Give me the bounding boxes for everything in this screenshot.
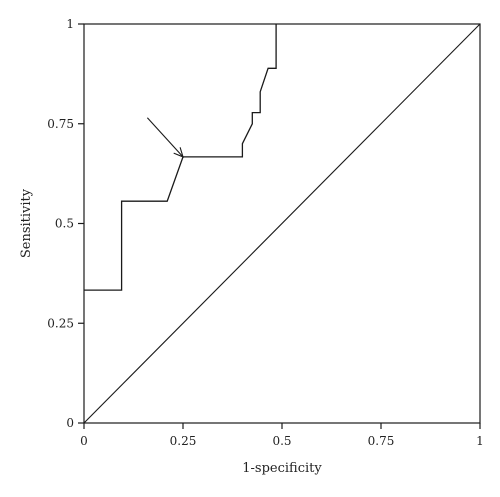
x-tick-label: 0.25 <box>170 434 197 448</box>
x-tick-label: 1 <box>476 434 484 448</box>
y-axis-title: Sensitivity <box>19 188 34 258</box>
reference-diagonal-line <box>83 23 481 424</box>
plot-layer: 0 0.25 0.5 0.75 1 0 0.25 0.5 0.75 1 <box>47 17 484 448</box>
x-tick-label: 0 <box>80 434 88 448</box>
roc-curve-line <box>84 24 277 291</box>
y-tick-label: 0.5 <box>55 217 74 231</box>
x-axis-title: 1-specificity <box>242 461 322 476</box>
y-tick-label: 1 <box>66 17 74 31</box>
y-tick-label: 0.75 <box>47 117 74 131</box>
y-tick-label: 0.25 <box>47 316 74 330</box>
x-tick-label: 0.75 <box>368 434 395 448</box>
annotation-arrow-shaft <box>146 117 184 158</box>
annotation-arrow-head <box>173 147 184 158</box>
x-tick-label: 0.5 <box>272 434 291 448</box>
y-tick-label: 0 <box>66 416 74 430</box>
